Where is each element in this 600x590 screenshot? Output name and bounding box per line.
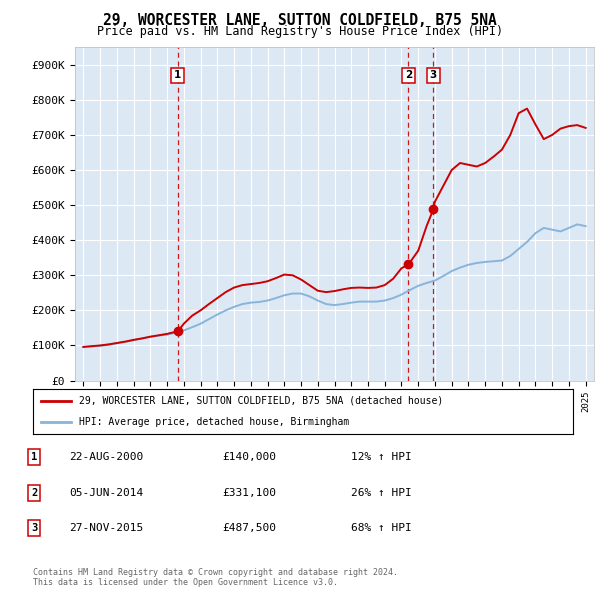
Text: £331,100: £331,100: [222, 488, 276, 497]
Text: 3: 3: [430, 70, 437, 80]
Text: Contains HM Land Registry data © Crown copyright and database right 2024.
This d: Contains HM Land Registry data © Crown c…: [33, 568, 398, 587]
Text: £487,500: £487,500: [222, 523, 276, 533]
Text: 12% ↑ HPI: 12% ↑ HPI: [351, 453, 412, 462]
Text: HPI: Average price, detached house, Birmingham: HPI: Average price, detached house, Birm…: [79, 417, 349, 427]
Text: 27-NOV-2015: 27-NOV-2015: [69, 523, 143, 533]
Text: 3: 3: [31, 523, 37, 533]
Text: 29, WORCESTER LANE, SUTTON COLDFIELD, B75 5NA: 29, WORCESTER LANE, SUTTON COLDFIELD, B7…: [103, 13, 497, 28]
Text: 26% ↑ HPI: 26% ↑ HPI: [351, 488, 412, 497]
Text: Price paid vs. HM Land Registry's House Price Index (HPI): Price paid vs. HM Land Registry's House …: [97, 25, 503, 38]
Text: 2: 2: [405, 70, 412, 80]
Text: £140,000: £140,000: [222, 453, 276, 462]
Text: 1: 1: [31, 453, 37, 462]
Text: 68% ↑ HPI: 68% ↑ HPI: [351, 523, 412, 533]
Text: 1: 1: [174, 70, 181, 80]
Text: 29, WORCESTER LANE, SUTTON COLDFIELD, B75 5NA (detached house): 29, WORCESTER LANE, SUTTON COLDFIELD, B7…: [79, 396, 443, 406]
Text: 22-AUG-2000: 22-AUG-2000: [69, 453, 143, 462]
Text: 05-JUN-2014: 05-JUN-2014: [69, 488, 143, 497]
Text: 2: 2: [31, 488, 37, 497]
